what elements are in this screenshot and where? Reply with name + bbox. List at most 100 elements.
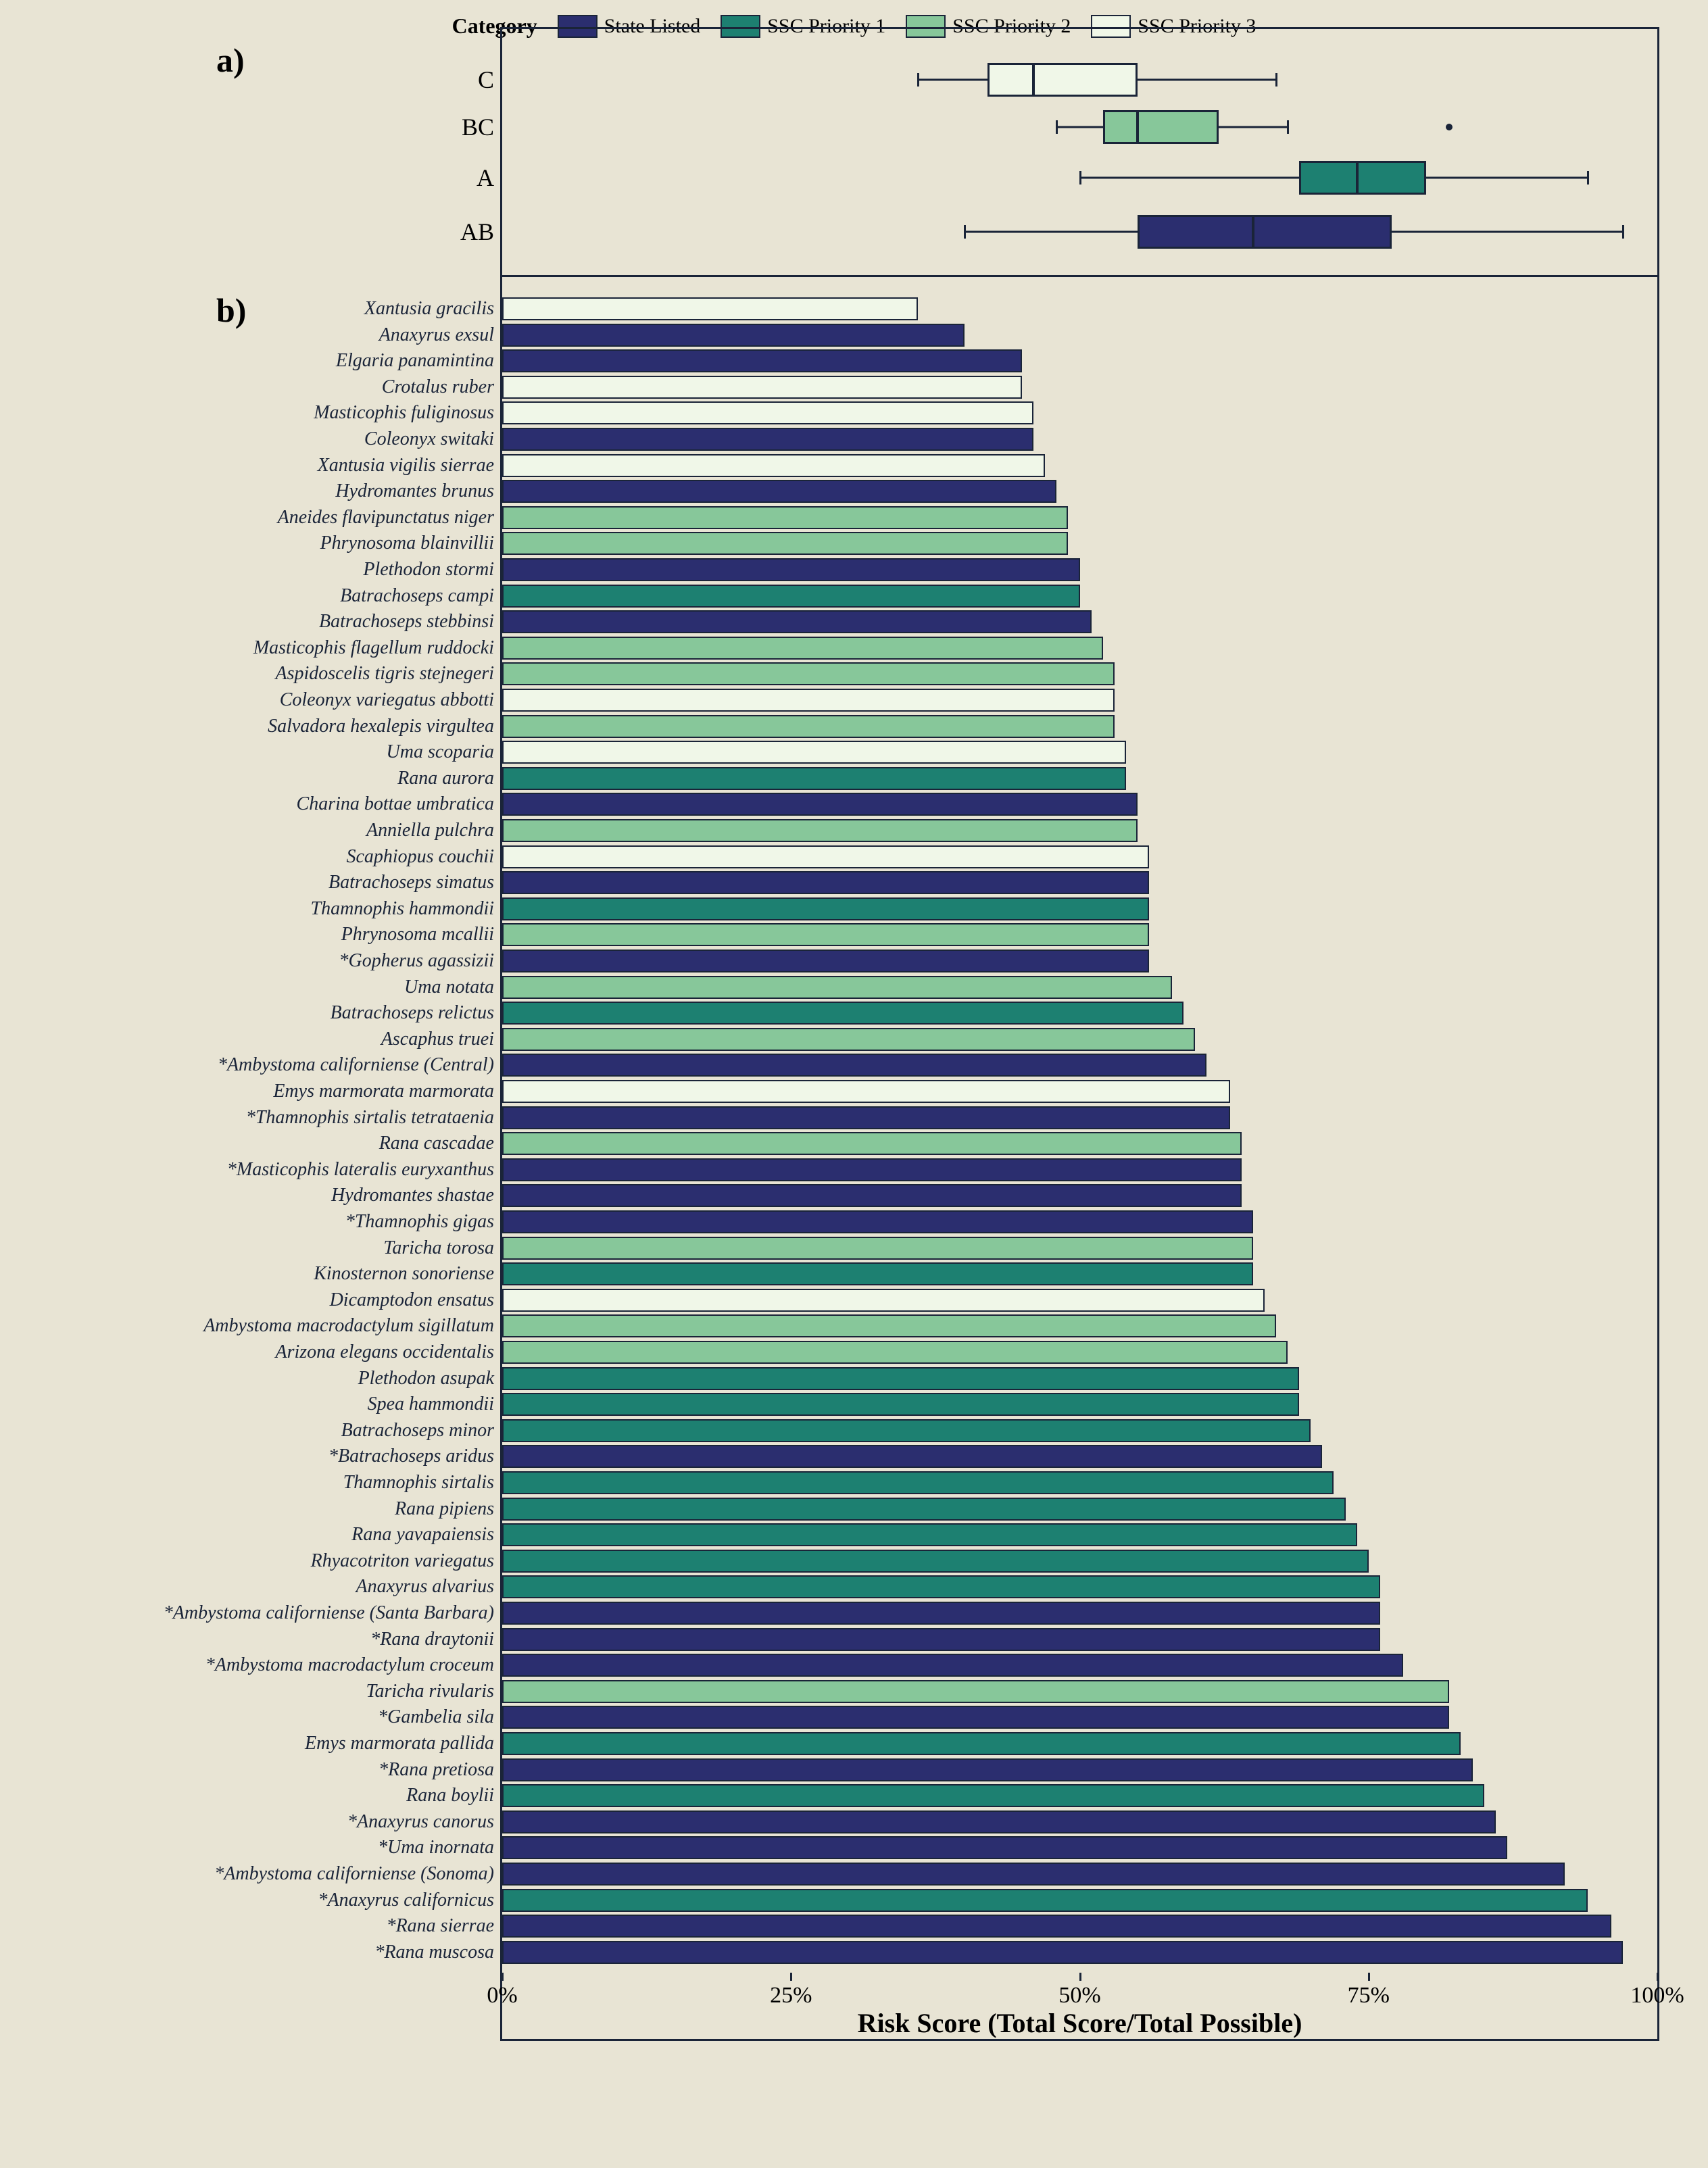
bar: Batrachoseps stebbinsi [502,610,1092,633]
bar-label: Masticophis fuliginosus [314,402,504,424]
bar: Hydromantes brunus [502,480,1056,503]
x-tick [1079,1973,1081,1981]
bar: *Rana pretiosa [502,1758,1473,1781]
box-rect [1103,110,1219,144]
bar: Salvadora hexalepis virgultea [502,715,1115,738]
box-median [1356,161,1359,195]
panel-a-label: a) [216,41,245,80]
bar-label: Ambystoma macrodactylum sigillatum [203,1315,504,1337]
bar: Dicamptodon ensatus [502,1289,1265,1312]
bar-label: Rana aurora [397,768,504,789]
bar-label: Spea hammondii [368,1394,504,1415]
bar: *Rana sierrae [502,1915,1611,1938]
bar-label: Plethodon stormi [363,559,504,581]
bar: Scaphiopus couchii [502,845,1149,868]
bar-label: *Masticophis lateralis euryxanthus [227,1159,504,1181]
bar: *Thamnophis gigas [502,1210,1253,1233]
whisker-cap [1287,120,1289,134]
whisker-cap [964,225,966,239]
bar-label: Batrachoseps minor [341,1420,504,1442]
bar: Phrynosoma blainvillii [502,532,1068,555]
bar: Xantusia gracilis [502,297,918,320]
bar-label: Kinosternon sonoriense [314,1263,504,1285]
box-rect [1138,215,1392,249]
bar: Rana boylii [502,1784,1484,1807]
bar-label: Uma notata [404,977,504,998]
bar-label: Masticophis flagellum ruddocki [253,637,504,659]
bar: Thamnophis sirtalis [502,1471,1334,1494]
bar-label: *Thamnophis gigas [345,1211,504,1233]
x-tick-label: 75% [1348,1983,1390,2009]
bar: *Gambelia sila [502,1706,1449,1729]
bar: Hydromantes shastae [502,1184,1242,1207]
bar-label: *Rana draytonii [370,1629,504,1650]
x-tick [1368,1973,1370,1981]
bar-label: Aspidoscelis tigris stejnegeri [275,663,504,685]
bar: *Ambystoma californiense (Santa Barbara) [502,1602,1380,1625]
bar: *Anaxyrus canorus [502,1810,1496,1833]
bar: Emys marmorata pallida [502,1732,1461,1755]
bar-label: Thamnophis hammondii [311,898,504,920]
box-rect [987,63,1138,97]
boxplot-label: AB [460,218,502,246]
bar-label: Plethodon asupak [358,1368,504,1389]
whisker-cap [1275,73,1277,87]
barchart-panel: Xantusia gracilisAnaxyrus exsulElgaria p… [500,277,1659,2041]
x-tick [1657,1973,1659,1981]
whisker-cap [917,73,919,87]
bar-label: Coleonyx switaki [364,428,504,450]
boxplot-row: C [502,63,1657,97]
bar-label: Aneides flavipunctatus niger [278,507,504,528]
panel-b-label: b) [216,291,246,330]
bar-label: *Rana muscosa [374,1942,504,1963]
bar: Rhyacotriton variegatus [502,1550,1369,1573]
bar-label: *Thamnophis sirtalis tetrataenia [246,1107,504,1129]
bar: Ambystoma macrodactylum sigillatum [502,1314,1276,1337]
bar: Masticophis flagellum ruddocki [502,637,1103,660]
bar: Coleonyx switaki [502,428,1033,451]
box-rect [1299,161,1426,195]
bar: Taricha rivularis [502,1680,1449,1703]
bar: Rana aurora [502,767,1126,790]
bar-label: Rhyacotriton variegatus [311,1550,504,1572]
bar-label: *Gopherus agassizii [339,950,504,972]
box-median [1032,63,1035,97]
bar-label: *Anaxyrus canorus [347,1811,504,1833]
bar-label: Ascaphus truei [381,1029,504,1050]
x-tick [502,1973,504,1981]
bar: *Ambystoma californiense (Sonoma) [502,1863,1565,1886]
bar: Thamnophis hammondii [502,897,1149,920]
bar-label: Batrachoseps relictus [331,1002,504,1024]
bar-label: *Uma inornata [378,1837,504,1858]
boxplot-row: AB [502,215,1657,249]
bar: Aneides flavipunctatus niger [502,506,1068,529]
x-tick-label: 50% [1058,1983,1100,2009]
bar: Batrachoseps minor [502,1419,1311,1442]
bar-label: *Rana sierrae [387,1915,504,1937]
bar: Xantusia vigilis sierrae [502,454,1045,477]
bar-label: Coleonyx variegatus abbotti [280,689,504,711]
bar-label: Salvadora hexalepis virgultea [268,716,504,737]
bar: Uma scoparia [502,741,1126,764]
bar-label: Phrynosoma blainvillii [320,533,504,554]
bar: Uma notata [502,976,1172,999]
bar-label: Uma scoparia [387,741,504,763]
boxplot-panel: CBCAAB [500,27,1659,277]
bar: Crotalus ruber [502,376,1022,399]
bar: Plethodon asupak [502,1367,1299,1390]
bar-label: Dicamptodon ensatus [330,1289,504,1311]
bar-label: Rana cascadae [379,1133,504,1154]
bar-label: *Rana pretiosa [379,1759,504,1781]
bar-label: Crotalus ruber [382,376,504,398]
whisker-cap [1079,171,1081,184]
boxplot-label: A [477,164,502,192]
bar: Batrachoseps relictus [502,1002,1184,1025]
x-tick-label: 25% [770,1983,812,2009]
bar-label: Rana pipiens [395,1498,504,1520]
bars-area: Xantusia gracilisAnaxyrus exsulElgaria p… [502,297,1657,1973]
bar-label: Elgaria panamintina [336,350,504,372]
bar: *Rana draytonii [502,1628,1380,1651]
outlier-point [1446,124,1453,130]
whisker-cap [1622,225,1624,239]
bar: *Masticophis lateralis euryxanthus [502,1158,1242,1181]
